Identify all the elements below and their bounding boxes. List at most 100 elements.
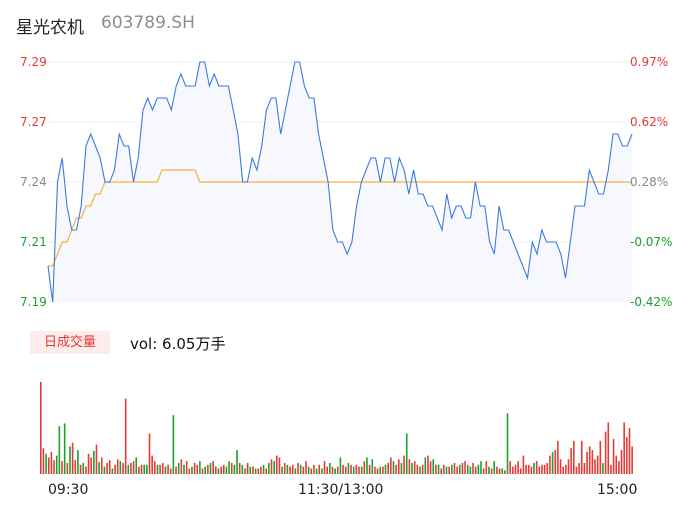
volume-bar bbox=[477, 464, 480, 474]
volume-bar bbox=[570, 448, 572, 474]
volume-bar bbox=[151, 455, 153, 474]
volume-bar bbox=[180, 459, 183, 474]
volume-bar bbox=[79, 464, 82, 474]
volume-bar bbox=[204, 466, 206, 474]
volume-bar bbox=[626, 437, 628, 474]
volume-bar bbox=[525, 464, 527, 474]
volume-bar bbox=[602, 462, 604, 474]
volume-bar bbox=[628, 428, 631, 474]
volume-badge[interactable]: 日成交量 bbox=[30, 331, 110, 354]
volume-bar bbox=[514, 464, 517, 474]
volume-bar bbox=[461, 462, 464, 474]
volume-bar bbox=[172, 415, 175, 474]
x-tick-label: 15:00 bbox=[597, 482, 638, 498]
volume-bar bbox=[283, 462, 286, 474]
volume-bar bbox=[228, 461, 230, 474]
volume-bar bbox=[95, 444, 98, 474]
volume-bar bbox=[289, 466, 291, 474]
volume-bar bbox=[413, 461, 416, 474]
volume-bar bbox=[437, 464, 440, 474]
volume-bar bbox=[596, 455, 599, 474]
volume-bar bbox=[517, 461, 519, 474]
volume-bar bbox=[321, 468, 323, 474]
volume-bar bbox=[318, 464, 321, 474]
volume-bar bbox=[474, 466, 477, 474]
volume-bar bbox=[350, 464, 352, 474]
volume-bar bbox=[294, 468, 297, 474]
volume-bar bbox=[124, 398, 127, 474]
y-tick-label-right: 0.97% bbox=[630, 55, 669, 69]
volume-bar bbox=[40, 382, 42, 474]
volume-bar bbox=[371, 459, 374, 474]
volume-bar bbox=[241, 464, 244, 474]
volume-bar bbox=[209, 462, 212, 474]
volume-bar bbox=[551, 451, 554, 474]
volume-bar bbox=[594, 459, 596, 474]
volume-bar bbox=[453, 462, 456, 474]
volume-bar bbox=[374, 466, 376, 474]
volume-bar bbox=[212, 461, 214, 474]
volume-bar bbox=[583, 462, 586, 474]
volume-bar bbox=[169, 468, 172, 474]
volume-bar bbox=[146, 464, 148, 474]
volume-bar bbox=[382, 466, 384, 474]
volume-bar bbox=[238, 462, 241, 474]
volume-bar bbox=[291, 464, 294, 474]
volume-bar bbox=[276, 455, 278, 474]
volume-bar bbox=[230, 462, 233, 474]
volume-bar bbox=[358, 466, 360, 474]
volume-total-text: vol: 6.05万手 bbox=[130, 335, 226, 353]
volume-bar bbox=[278, 457, 281, 474]
volume-bar bbox=[567, 459, 570, 474]
volume-bar bbox=[400, 462, 403, 474]
stock-name: 星光农机 bbox=[16, 18, 84, 38]
y-tick-label-right: -0.07% bbox=[630, 235, 673, 249]
volume-bar bbox=[469, 466, 472, 474]
volume-bar bbox=[106, 462, 108, 474]
volume-bar bbox=[458, 464, 461, 474]
volume-bar bbox=[443, 464, 445, 474]
volume-bar bbox=[538, 466, 541, 474]
volume-bar bbox=[342, 464, 344, 474]
volume-bar bbox=[148, 433, 151, 474]
volume-bar bbox=[74, 460, 77, 474]
volume-bar bbox=[326, 466, 328, 474]
volume-bar bbox=[199, 461, 201, 474]
volume-bar bbox=[167, 464, 169, 474]
volume-bar bbox=[352, 466, 355, 474]
volume-bar bbox=[281, 466, 283, 474]
volume-bar bbox=[368, 464, 371, 474]
price-area bbox=[48, 62, 632, 302]
volume-bar bbox=[268, 462, 270, 474]
volume-bar bbox=[132, 461, 135, 474]
volume-bar bbox=[451, 464, 453, 474]
volume-bar bbox=[565, 464, 567, 474]
stock-code: 603789.SH bbox=[101, 13, 195, 33]
volume-bar bbox=[215, 466, 217, 474]
volume-bar bbox=[421, 464, 424, 474]
volume-bar bbox=[573, 440, 575, 474]
volume-bar bbox=[66, 462, 69, 474]
volume-bars bbox=[40, 382, 633, 474]
volume-bar bbox=[339, 457, 342, 474]
volume-bar bbox=[527, 464, 530, 474]
volume-bar bbox=[435, 464, 437, 474]
volume-bar bbox=[138, 466, 140, 474]
y-tick-label-left: 7.24 bbox=[20, 175, 47, 189]
volume-bar bbox=[222, 464, 225, 474]
volume-bar bbox=[610, 464, 612, 474]
volume-bar bbox=[395, 464, 397, 474]
volume-bar bbox=[549, 455, 551, 474]
volume-bar bbox=[509, 461, 511, 474]
volume-bar bbox=[154, 461, 156, 474]
volume-bar bbox=[302, 466, 305, 474]
volume-bar bbox=[397, 459, 400, 474]
volume-bar bbox=[55, 455, 58, 474]
volume-bar bbox=[47, 457, 50, 474]
volume-bar bbox=[122, 462, 124, 474]
volume-bar bbox=[392, 461, 395, 474]
volume-bar bbox=[307, 466, 310, 474]
volume-bar bbox=[498, 468, 501, 474]
volume-bar bbox=[103, 466, 106, 474]
volume-bar bbox=[100, 457, 103, 474]
